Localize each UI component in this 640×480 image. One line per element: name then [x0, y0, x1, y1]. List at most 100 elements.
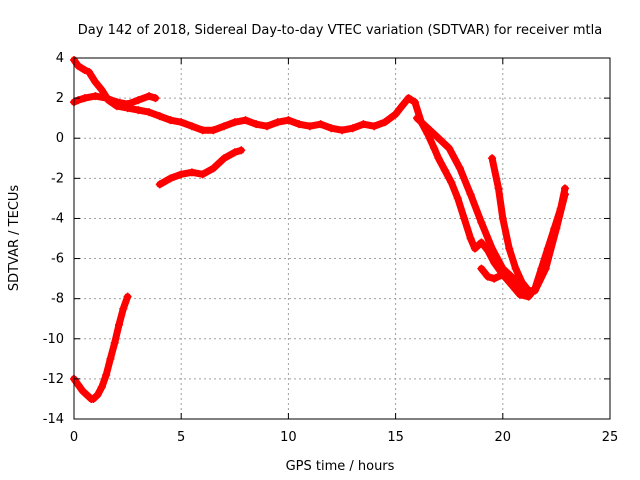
data-point-arc-6: [494, 184, 503, 193]
data-point-arc-1: [151, 94, 160, 103]
data-point-arc-2: [410, 98, 419, 107]
data-point-arc-2: [327, 124, 336, 133]
x-tick-label: 0: [70, 430, 78, 445]
y-tick-label: -6: [51, 252, 64, 267]
data-point-arc-2: [187, 122, 196, 131]
data-point-arc-2: [430, 144, 439, 153]
data-point-arc-2: [460, 214, 469, 223]
x-tick-label: 15: [387, 430, 404, 445]
data-point-arc-2: [391, 110, 400, 119]
data-point-arc-2: [177, 118, 186, 127]
data-point-arc-1: [91, 92, 100, 101]
data-point-arc-4: [106, 354, 115, 363]
data-point-arc-2: [470, 244, 479, 253]
x-tick-label: 25: [602, 430, 619, 445]
data-point-arc-2: [198, 126, 207, 135]
chart-title: Day 142 of 2018, Sidereal Day-to-day VTE…: [78, 23, 602, 38]
data-point-arc-7: [483, 272, 492, 281]
data-point-arc-2: [515, 290, 524, 299]
data-point-arc-2: [209, 126, 218, 135]
data-point-arc-2: [466, 234, 475, 243]
x-tick-label: 20: [495, 430, 512, 445]
data-point-arc-2: [398, 102, 407, 111]
data-point-arc-2: [370, 122, 379, 131]
data-point-arc-2: [252, 120, 261, 129]
data-point-arc-2: [85, 68, 94, 77]
y-axis-title: SDTVAR / TECUs: [7, 185, 22, 292]
data-point-arc-6: [488, 154, 497, 163]
y-tick-label: 2: [56, 91, 64, 106]
data-point-arc-6: [511, 264, 520, 273]
series-line-arc-7: [477, 265, 528, 295]
plot-frame: [73, 57, 611, 420]
data-point-arc-2: [262, 122, 271, 131]
data-point-arc-2: [155, 112, 164, 121]
data-point-arc-2: [380, 118, 389, 127]
x-axis-title: GPS time / hours: [286, 459, 395, 474]
data-point-arc-4: [89, 394, 98, 403]
data-point-arc-2: [80, 66, 89, 75]
data-point-arc-3: [166, 174, 175, 183]
data-point-arc-5: [413, 114, 422, 123]
data-point-arc-2: [305, 122, 314, 131]
x-tick-label: 10: [280, 430, 297, 445]
data-point-arc-1: [74, 96, 83, 105]
series-line-arc-3: [156, 146, 245, 188]
data-point-arc-3: [209, 164, 218, 173]
data-point-arc-6: [498, 214, 507, 223]
data-point-arc-2: [338, 126, 346, 135]
data-point-arc-6: [505, 244, 514, 253]
y-tick-label: -4: [51, 211, 64, 226]
data-point-arc-2: [273, 118, 282, 127]
data-point-arc-2: [447, 178, 456, 187]
data-point-arc-2: [348, 124, 357, 133]
data-point-arc-2: [241, 116, 250, 125]
data-point-arc-4: [93, 390, 102, 399]
data-point-arc-2: [453, 194, 462, 203]
data-point-arc-2: [123, 104, 132, 113]
data-point-arc-3: [187, 168, 196, 177]
data-point-arc-3: [220, 154, 229, 163]
data-point-arc-7: [477, 264, 486, 273]
axis-ticks: 0 5 10 15 20 25 -14 -12 -10 -8 -6 -4 -2 0 2 4: [43, 51, 619, 445]
data-point-arc-3: [155, 180, 164, 189]
data-point-arc-2: [230, 118, 239, 127]
data-point-arc-2: [284, 116, 293, 125]
data-point-arc-4: [82, 390, 91, 399]
y-tick-label: -10: [43, 332, 64, 347]
data-point-arc-2: [91, 78, 100, 87]
data-point-arc-2: [295, 120, 304, 129]
y-tick-label: -8: [51, 292, 64, 307]
data-point-arc-5: [466, 190, 475, 199]
data-point-arc-5: [560, 190, 569, 199]
data-point-arc-2: [316, 120, 325, 129]
data-point-arc-2: [477, 238, 486, 247]
data-point-arc-2: [404, 94, 413, 103]
data-point-arc-5: [541, 264, 550, 273]
data-point-arc-2: [112, 102, 121, 111]
data-point-arc-2: [359, 120, 368, 129]
data-point-arc-1: [145, 92, 154, 101]
data-point-arc-3: [198, 170, 207, 179]
data-point-arc-2: [74, 62, 83, 71]
data-point-arc-7: [509, 278, 518, 287]
y-tick-label: 4: [56, 51, 64, 66]
data-point-arc-5: [455, 164, 464, 173]
data-point-arc-2: [104, 96, 113, 105]
data-point-arc-4: [123, 292, 132, 301]
data-point-arc-5: [477, 218, 486, 227]
data-point-arc-4: [115, 320, 124, 329]
data-point-arc-2: [145, 108, 154, 117]
data-point-arc-7: [498, 270, 507, 279]
data-point-arc-5: [552, 224, 561, 233]
data-point-arc-5: [488, 244, 497, 253]
data-series: [70, 56, 569, 403]
data-point-arc-2: [220, 122, 229, 131]
data-point-arc-1: [80, 94, 89, 103]
data-point-arc-3: [237, 146, 246, 155]
y-tick-label: -2: [51, 171, 64, 186]
data-point-arc-5: [445, 144, 454, 153]
data-point-arc-3: [230, 148, 239, 157]
